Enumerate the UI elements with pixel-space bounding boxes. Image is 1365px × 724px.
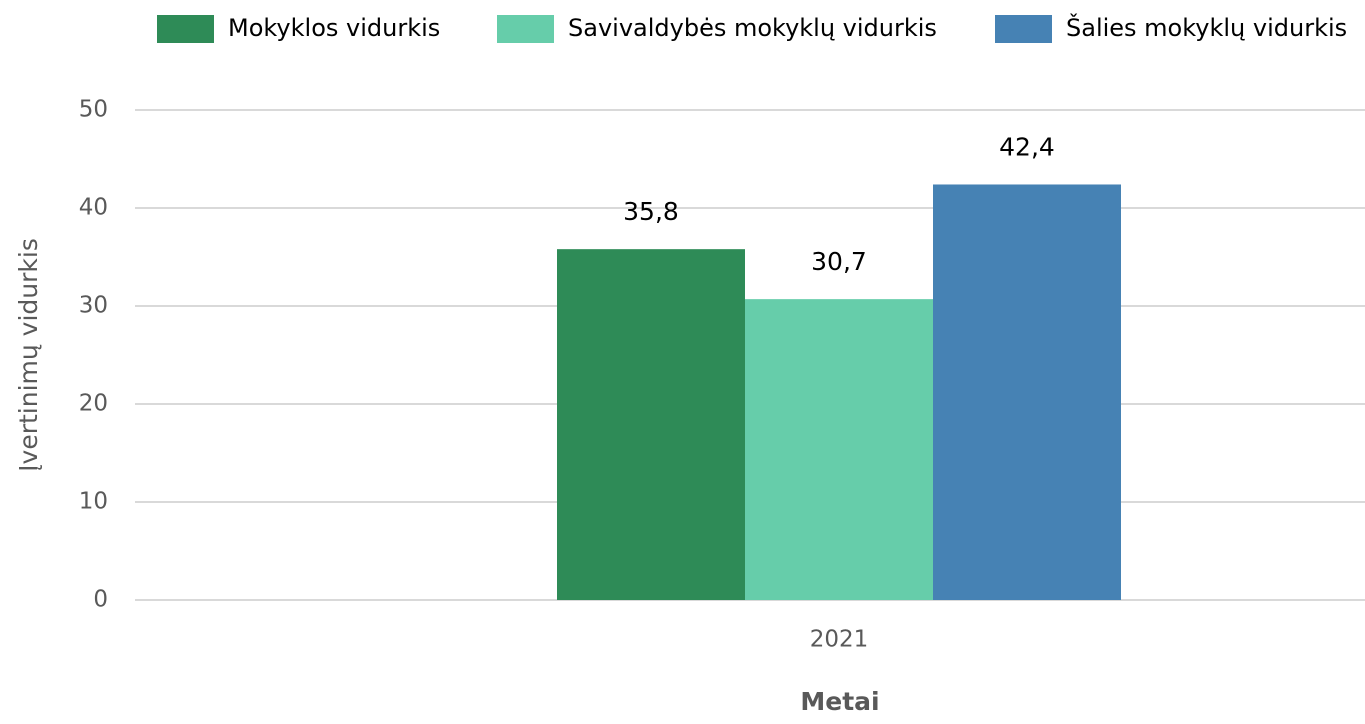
legend-label: Savivaldybės mokyklų vidurkis: [568, 14, 937, 42]
bar: [933, 184, 1121, 601]
y-tick-label: 10: [79, 489, 108, 515]
y-tick-label: 20: [79, 391, 108, 417]
bar: [557, 249, 745, 600]
legend-swatch: [157, 15, 214, 43]
data-label: 35,8: [623, 197, 679, 226]
y-tick-label: 30: [79, 293, 108, 319]
bar: [745, 299, 933, 600]
legend-swatch: [497, 15, 554, 43]
legend-label: Mokyklos vidurkis: [228, 14, 440, 42]
x-tick-label: 2021: [810, 627, 869, 653]
data-label: 42,4: [999, 132, 1055, 161]
y-tick-label: 0: [93, 587, 108, 613]
y-axis-label: Įvertinimų vidurkis: [14, 238, 43, 472]
legend-swatch: [995, 15, 1052, 43]
data-label: 30,7: [811, 247, 867, 276]
x-axis-label: Metai: [800, 687, 879, 716]
y-tick-label: 40: [79, 195, 108, 221]
legend-label: Šalies mokyklų vidurkis: [1066, 12, 1347, 42]
y-tick-label: 50: [79, 97, 108, 123]
